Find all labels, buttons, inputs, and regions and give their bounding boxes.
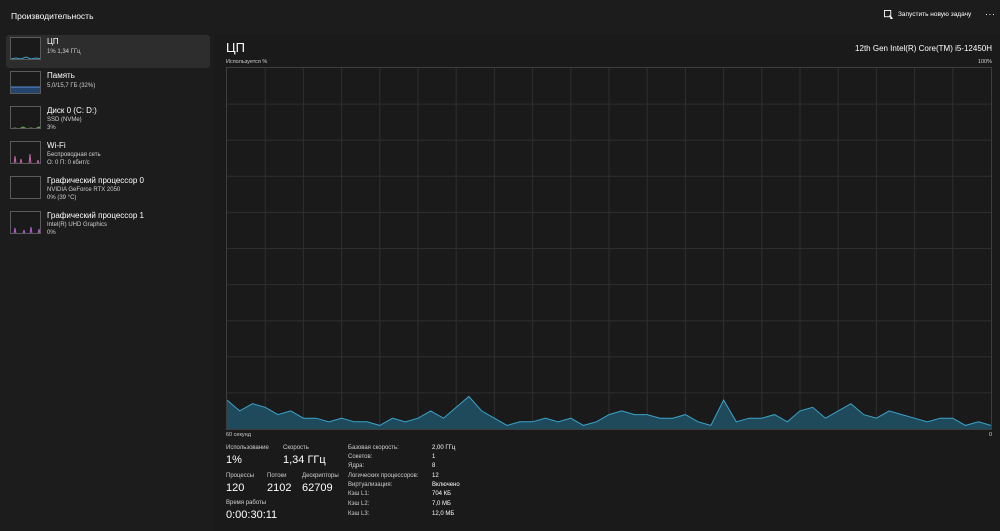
cpu-usage-area [227, 396, 991, 429]
sidebar: ЦП 1% 1,34 ГГц Память 5,0/15,7 ГБ (32%) … [0, 34, 214, 531]
spec-value: 7,0 МБ [432, 501, 451, 507]
spec-label: Кэш L2: [348, 501, 370, 507]
cpu-usage-chart [227, 68, 991, 429]
sidebar-item-title: Wi-Fi [47, 141, 66, 150]
spec-label: Логических процессоров: [348, 473, 419, 479]
title-bar: Производительность Запустить новую задач… [0, 0, 1000, 34]
x-axis-label: 60 секунд [226, 432, 251, 438]
gpu1-thumbnail [10, 211, 41, 234]
sidebar-item-subtitle: 1% 1,34 ГГц [47, 49, 81, 55]
y-axis-max-label: 100% [977, 59, 992, 65]
sidebar-item-subtitle: SSD (NVMe) [47, 117, 82, 123]
uptime-label: Время работы [226, 500, 267, 506]
sidebar-item-title: Диск 0 (C: D:) [47, 106, 97, 115]
sidebar-item-subtitle: О: 0 П: 0 кбит/с [47, 160, 90, 166]
gpu1-mini-graph [13, 226, 40, 233]
handles-value: 62709 [302, 482, 333, 494]
sidebar-item-wifi[interactable]: Wi-Fi Беспроводная сеть О: 0 П: 0 кбит/с [6, 139, 210, 172]
processes-label: Процессы [226, 473, 255, 479]
cpu-usage-line [227, 395, 991, 426]
spec-label: Ядра: [348, 463, 365, 469]
sidebar-item-subtitle: Intel(R) UHD Graphics [47, 222, 108, 228]
sidebar-item-title: ЦП [47, 37, 59, 46]
disk-mini-graph [12, 126, 40, 128]
wifi-thumbnail [10, 141, 41, 164]
run-new-task-button[interactable]: Запустить новую задачу [884, 10, 971, 19]
spec-label: Сокетов: [348, 454, 373, 460]
spec-value: Включено [432, 482, 460, 488]
gpu0-thumbnail [10, 176, 41, 199]
spec-label: Базовая скорость: [348, 445, 399, 451]
x-axis-end-label: 0 [988, 432, 992, 438]
cpu-heading: ЦП [226, 40, 245, 55]
run-new-task-label: Запустить новую задачу [898, 11, 972, 18]
processes-value: 120 [226, 482, 245, 494]
sidebar-item-cpu[interactable]: ЦП 1% 1,34 ГГц [6, 35, 210, 68]
sidebar-item-subtitle: 0% [47, 230, 56, 236]
spec-value: 1 [432, 454, 436, 460]
cpu-usage-graph [226, 67, 992, 430]
sidebar-item-title: Графический процессор 1 [47, 211, 144, 220]
threads-label: Потоки [267, 473, 287, 479]
spec-value: 704 КБ [432, 491, 452, 497]
memory-mini-graph [11, 86, 40, 93]
wifi-mini-graph [13, 153, 40, 163]
spec-label: Кэш L1: [348, 491, 370, 497]
page-title: Производительность [11, 11, 94, 21]
more-options-button[interactable]: ··· [985, 9, 996, 19]
spec-label: Виртуализация: [348, 482, 393, 488]
spec-value: 12 [432, 473, 439, 479]
sidebar-item-subtitle: NVIDIA GeForce RTX 2050 [47, 187, 121, 193]
speed-label: Скорость [283, 445, 309, 451]
spec-value: 8 [432, 463, 436, 469]
cpu-model-name: 12th Gen Intel(R) Core(TM) i5-12450H [855, 44, 992, 53]
new-task-icon [884, 10, 893, 19]
gpu0-mini-graph [11, 177, 41, 199]
uptime-value: 0:00:30:11 [226, 509, 278, 521]
usage-value: 1% [226, 454, 242, 466]
sidebar-item-subtitle: Беспроводная сеть [47, 152, 101, 158]
sidebar-item-gpu0[interactable]: Графический процессор 0 NVIDIA GeForce R… [6, 174, 210, 207]
usage-label: Использование [226, 445, 269, 451]
sidebar-item-subtitle: 5,0/15,7 ГБ (32%) [47, 83, 96, 89]
cpu-mini-graph [11, 56, 40, 59]
cpu-thumbnail [10, 37, 41, 60]
sidebar-item-subtitle: 3% [47, 125, 56, 131]
sidebar-item-subtitle: 0% (39 °C) [47, 195, 77, 201]
sidebar-item-gpu1[interactable]: Графический процессор 1 Intel(R) UHD Gra… [6, 209, 210, 242]
sidebar-item-disk[interactable]: Диск 0 (C: D:) SSD (NVMe) 3% [6, 104, 210, 137]
sidebar-item-title: Графический процессор 0 [47, 176, 144, 185]
handles-label: Дескрипторы [302, 473, 339, 479]
spec-value: 2,00 ГГц [432, 445, 456, 451]
threads-value: 2102 [267, 482, 292, 494]
cpu-panel: ЦП 12th Gen Intel(R) Core(TM) i5-12450H … [214, 34, 1000, 531]
y-axis-label: Используется % [226, 59, 268, 65]
spec-label: Кэш L3: [348, 511, 370, 517]
memory-thumbnail [10, 71, 41, 94]
spec-value: 12,0 МБ [432, 511, 455, 517]
speed-value: 1,34 ГГц [283, 454, 326, 466]
sidebar-item-title: Память [47, 71, 75, 80]
sidebar-item-memory[interactable]: Память 5,0/15,7 ГБ (32%) [6, 69, 210, 102]
disk-thumbnail [10, 106, 41, 129]
